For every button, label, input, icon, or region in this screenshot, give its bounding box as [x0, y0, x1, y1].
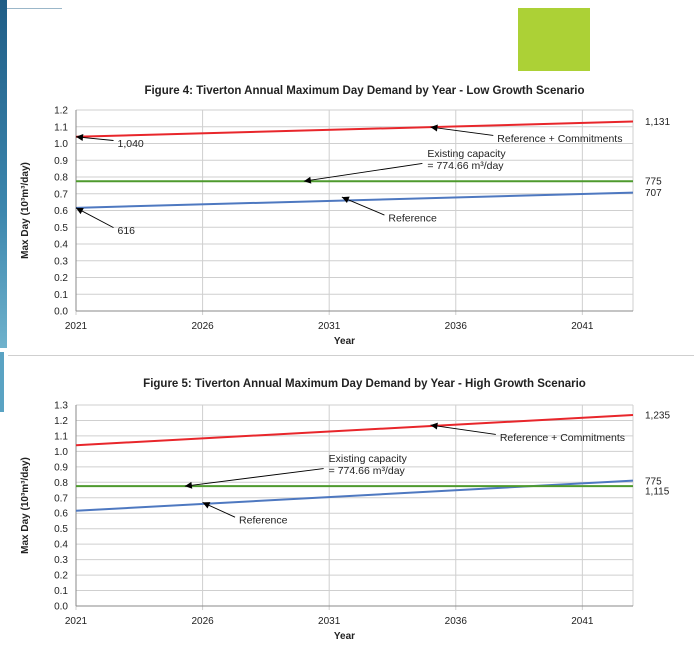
y-tick-label: 1.2 — [54, 106, 68, 117]
y-axis-label: Max Day (10³m³/day) — [20, 162, 31, 259]
series-line-reference — [75, 479, 634, 512]
annotation-leader — [184, 468, 324, 487]
annotation-text: = 774.66 m³/day — [427, 160, 504, 172]
decorative-side-bar — [0, 0, 7, 348]
y-tick-label: 0.3 — [54, 256, 68, 267]
arrow-icon — [76, 207, 84, 215]
y-tick-label: 0.2 — [54, 571, 68, 582]
annotation-label-reference: Reference — [341, 196, 437, 225]
y-tick-label: 0.7 — [54, 493, 68, 504]
x-tick-label: 2031 — [318, 321, 341, 332]
y-tick-label: 1.0 — [54, 139, 68, 150]
annotation-text: Reference — [239, 515, 288, 527]
annotation-leader — [75, 207, 114, 228]
series-line-reference — [75, 191, 634, 209]
x-tick-label: 2021 — [65, 616, 88, 627]
y-tick-label: 0.5 — [54, 524, 68, 535]
series-line-reference-commitments — [75, 120, 634, 138]
arrow-icon — [303, 176, 312, 184]
annotation-label-ref-commit: Reference + Commitments — [430, 124, 622, 145]
y-axis-label: Max Day (10³m³/day) — [20, 457, 31, 554]
x-tick-label: 2021 — [65, 321, 88, 332]
annotation-leader — [303, 162, 423, 182]
chart-separator — [8, 355, 694, 356]
annotation-text: Existing capacity — [427, 148, 506, 160]
chart-panel-figure-4: Figure 4: Tiverton Annual Maximum Day De… — [8, 72, 694, 355]
chart-title: Figure 5: Tiverton Annual Maximum Day De… — [143, 378, 586, 390]
annotation-text: = 774.66 m³/day — [329, 465, 406, 477]
y-tick-label: 0.9 — [54, 156, 68, 167]
annotation-leader — [430, 424, 496, 435]
annotation-leader — [341, 196, 385, 216]
y-tick-label: 0.8 — [54, 478, 68, 489]
y-tick-label: 0.5 — [54, 223, 68, 234]
decorative-top-rule — [7, 8, 62, 9]
y-tick-label: 0.0 — [54, 602, 68, 613]
annotation-leader — [430, 126, 494, 136]
end-value-label: 707 — [645, 188, 662, 199]
chart-figure-5: Figure 5: Tiverton Annual Maximum Day De… — [20, 378, 670, 642]
arrow-icon — [202, 502, 211, 509]
y-tick-label: 0.2 — [54, 273, 68, 284]
y-tick-label: 0.6 — [54, 509, 68, 520]
x-axis-label: Year — [334, 631, 355, 642]
x-tick-label: 2041 — [571, 321, 594, 332]
annotation-label-reference: Reference — [202, 501, 288, 527]
x-tick-label: 2031 — [318, 616, 341, 627]
arrow-icon — [341, 196, 350, 204]
arrow-icon — [184, 481, 193, 489]
end-value-label: 775 — [645, 477, 662, 488]
x-tick-label: 2041 — [571, 616, 594, 627]
annotation-text: Reference + Commitments — [497, 133, 622, 145]
y-tick-label: 0.4 — [54, 240, 68, 251]
y-tick-label: 1.1 — [54, 431, 68, 442]
annotation-label-ref-commit: Reference + Commitments — [430, 422, 625, 444]
end-value-label: 1,131 — [645, 117, 670, 128]
y-tick-label: 0.7 — [54, 189, 68, 200]
y-tick-label: 0.8 — [54, 173, 68, 184]
end-value-label: 1,235 — [645, 411, 670, 422]
x-tick-label: 2026 — [191, 616, 214, 627]
annotation-start-label-reference: 616 — [75, 207, 136, 237]
decorative-side-bar-lower — [0, 352, 4, 412]
annotation-text: Existing capacity — [329, 453, 408, 465]
x-tick-label: 2026 — [191, 321, 214, 332]
x-tick-label: 2036 — [445, 616, 468, 627]
series-line-reference-commitments — [75, 414, 634, 447]
arrow-icon — [430, 124, 438, 132]
arrow-icon — [430, 422, 438, 430]
y-tick-label: 0.9 — [54, 462, 68, 473]
chart-title: Figure 4: Tiverton Annual Maximum Day De… — [144, 85, 584, 97]
chart-panel-figure-5: Figure 5: Tiverton Annual Maximum Day De… — [8, 365, 694, 648]
y-tick-label: 0.1 — [54, 586, 68, 597]
y-tick-label: 1.1 — [54, 122, 68, 133]
annotation-label-capacity: Existing capacity= 774.66 m³/day — [303, 148, 506, 184]
x-axis-label: Year — [334, 336, 355, 347]
end-value-label: 775 — [645, 177, 662, 188]
arrow-icon — [76, 134, 84, 141]
annotation-text: Reference — [388, 213, 437, 225]
y-tick-label: 0.6 — [54, 206, 68, 217]
annotation-text: 616 — [118, 225, 136, 237]
chart-figure-4: Figure 4: Tiverton Annual Maximum Day De… — [20, 85, 670, 347]
end-value-label: 1,115 — [645, 487, 670, 498]
y-tick-label: 0.1 — [54, 290, 68, 301]
y-tick-label: 1.2 — [54, 416, 68, 427]
y-tick-label: 0.0 — [54, 307, 68, 318]
annotation-text: 1,040 — [118, 138, 144, 150]
y-tick-label: 0.3 — [54, 555, 68, 566]
y-tick-label: 1.0 — [54, 447, 68, 458]
annotation-label-capacity: Existing capacity= 774.66 m³/day — [184, 453, 408, 489]
x-tick-label: 2036 — [445, 321, 468, 332]
decorative-green-block — [518, 8, 590, 71]
y-tick-label: 1.3 — [54, 401, 68, 412]
annotation-start-label-ref-commit: 1,040 — [75, 134, 144, 150]
annotation-text: Reference + Commitments — [500, 432, 625, 444]
y-tick-label: 0.4 — [54, 540, 68, 551]
